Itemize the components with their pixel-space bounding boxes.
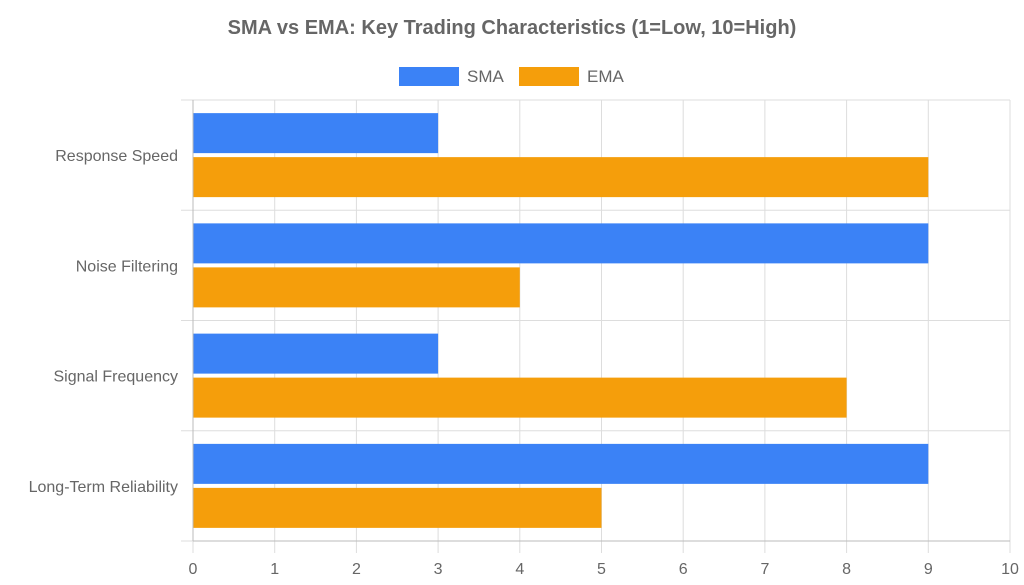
x-tick-label: 4 <box>515 561 524 578</box>
legend-label-ema: EMA <box>587 67 625 86</box>
y-category-label: Signal Frequency <box>53 369 178 386</box>
x-tick-label: 2 <box>352 561 361 578</box>
x-tick-label: 7 <box>760 561 769 578</box>
y-category-label: Long-Term Reliability <box>29 479 178 496</box>
legend-swatch-ema <box>519 67 579 86</box>
legend-item-ema[interactable]: EMA <box>519 67 625 86</box>
bar-sma-signal-frequency[interactable] <box>193 333 439 374</box>
bar-ema-response-speed[interactable] <box>193 157 929 198</box>
y-category-labels: Response Speed Noise Filtering Signal Freq… <box>29 148 178 496</box>
x-tick-labels: 0 1 2 3 4 5 6 7 8 9 10 <box>189 561 1019 578</box>
bar-ema-signal-frequency[interactable] <box>193 377 847 418</box>
x-tick-label: 8 <box>842 561 851 578</box>
x-tick-label: 10 <box>1001 561 1019 578</box>
legend-item-sma[interactable]: SMA <box>399 67 505 86</box>
bar-ema-long-term-reliability[interactable] <box>193 487 602 528</box>
axes <box>192 100 1010 542</box>
x-tick-label: 6 <box>679 561 688 578</box>
legend-swatch-sma <box>399 67 459 86</box>
x-tick-label: 0 <box>189 561 198 578</box>
bar-ema-noise-filtering[interactable] <box>193 267 520 308</box>
x-tick-label: 9 <box>924 561 933 578</box>
legend: SMA EMA <box>399 67 625 86</box>
x-tick-label: 3 <box>434 561 443 578</box>
y-category-label: Noise Filtering <box>76 258 178 275</box>
x-tick-label: 5 <box>597 561 606 578</box>
bar-sma-response-speed[interactable] <box>193 113 439 154</box>
legend-label-sma: SMA <box>467 67 505 86</box>
x-tick-label: 1 <box>270 561 279 578</box>
bar-sma-noise-filtering[interactable] <box>193 223 929 264</box>
chart-title: SMA vs EMA: Key Trading Characteristics … <box>228 17 797 39</box>
bar-sma-long-term-reliability[interactable] <box>193 443 929 484</box>
y-category-label: Response Speed <box>55 148 178 165</box>
bars <box>193 113 929 528</box>
